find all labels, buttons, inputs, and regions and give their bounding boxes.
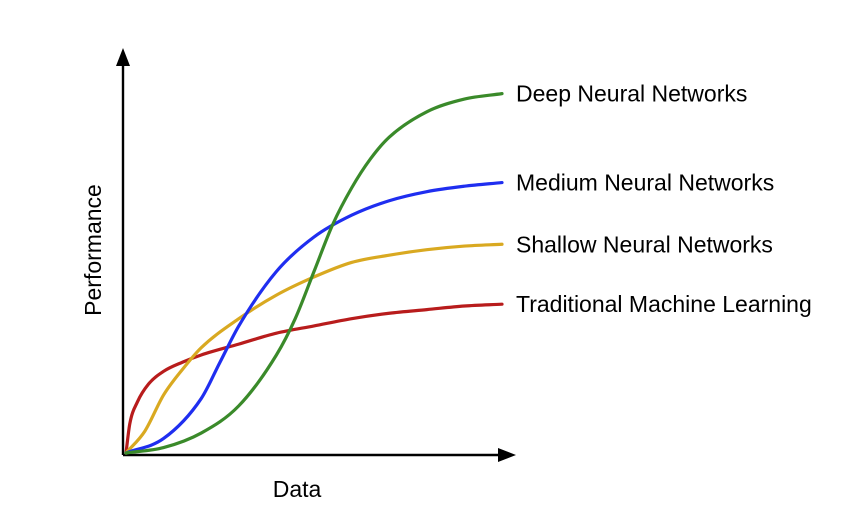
y-axis-label: Performance <box>80 184 106 316</box>
series-label-traditional-machine-learning: Traditional Machine Learning <box>516 291 812 317</box>
series-label-shallow-neural-networks: Shallow Neural Networks <box>516 231 773 257</box>
y-axis <box>116 48 130 455</box>
series-line-shallow-neural-networks <box>124 242 504 455</box>
series-label-medium-neural-networks: Medium Neural Networks <box>516 170 774 196</box>
x-axis <box>123 448 516 462</box>
x-axis-label: Data <box>273 476 322 502</box>
series-label-deep-neural-networks: Deep Neural Networks <box>516 81 747 107</box>
series-line-medium-neural-networks <box>124 180 504 455</box>
series-line-traditional-machine-learning <box>124 302 504 455</box>
y-axis-arrowhead <box>116 48 130 66</box>
x-axis-arrowhead <box>498 448 516 462</box>
series-layer: Deep Neural Networks Medium Neural Networ… <box>124 81 812 455</box>
series-line-deep-neural-networks <box>124 92 504 455</box>
